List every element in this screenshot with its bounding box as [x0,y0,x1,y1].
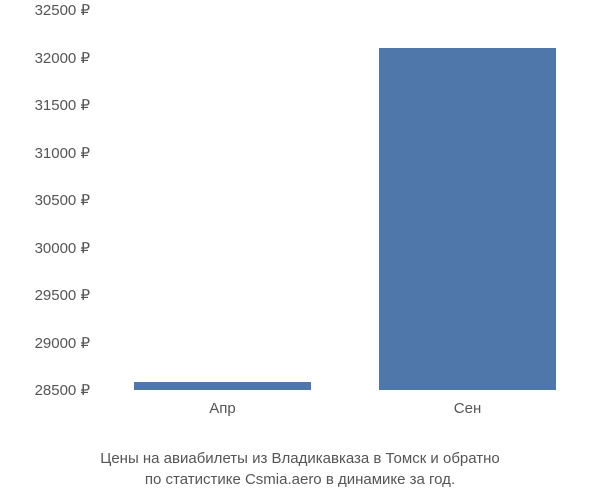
y-axis: 28500 ₽29000 ₽29500 ₽30000 ₽30500 ₽31000… [10,10,95,390]
caption-line-2: по статистике Csmia.aero в динамике за г… [0,469,600,490]
y-tick-label: 29000 ₽ [35,334,90,352]
y-tick-label: 32500 ₽ [35,1,90,19]
x-tick-label: Сен [454,400,481,417]
x-tick-label: Апр [209,400,235,417]
y-tick-label: 29500 ₽ [35,286,90,304]
price-chart: 28500 ₽ 29000 ₽ 29500 ₽ 30000 ₽ 30500 ₽ 31000… [10,10,590,430]
y-tick-label: 30000 ₽ [35,239,90,257]
y-tick-label: 30500 ₽ [35,191,90,209]
y-tick-label: 32000 ₽ [35,49,90,67]
plot-area [100,10,590,390]
y-tick-label: 28500 ₽ [35,381,90,399]
chart-caption: Цены на авиабилеты из Владикавказа в Том… [0,448,600,490]
bar [379,48,555,390]
caption-line-1: Цены на авиабилеты из Владикавказа в Том… [0,448,600,469]
y-tick-label: 31000 ₽ [35,144,90,162]
x-axis: Апр Сен [100,395,590,425]
bar [134,382,310,390]
y-tick-label: 31500 ₽ [35,96,90,114]
